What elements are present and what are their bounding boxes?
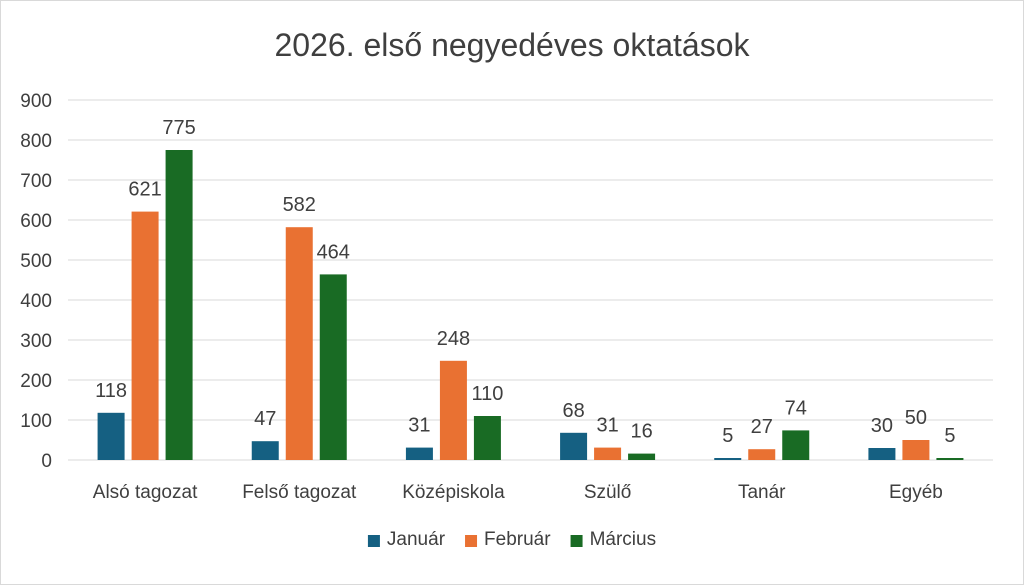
data-label: 464 — [317, 241, 350, 263]
data-label: 118 — [95, 380, 127, 402]
bar — [439, 360, 467, 460]
category-label: Középiskola — [402, 482, 505, 503]
y-axis-ticks: 0 100 200 300 400 500 600 700 800 900 — [20, 91, 52, 472]
gridlines — [68, 99, 993, 461]
data-label: 31 — [596, 415, 618, 437]
y-tick-label: 0 — [41, 451, 52, 472]
data-label: 248 — [437, 328, 470, 350]
legend-label: Március — [590, 529, 657, 550]
bar — [594, 447, 622, 460]
data-label: 621 — [128, 179, 161, 201]
bar — [902, 440, 930, 460]
bar — [714, 458, 742, 460]
chart-title: 2026. első negyedéves oktatások — [275, 27, 751, 63]
y-tick-label: 200 — [20, 371, 52, 392]
legend-swatch — [570, 535, 583, 547]
bar — [319, 274, 347, 460]
bar — [936, 458, 964, 460]
bar — [97, 412, 125, 460]
bar — [782, 430, 810, 460]
legend: Január Február Március — [367, 529, 657, 550]
legend-item: Január — [367, 529, 446, 550]
bar — [560, 432, 588, 460]
data-label: 16 — [630, 421, 652, 443]
legend-label: Február — [484, 529, 551, 550]
legend-item: Február — [465, 529, 551, 550]
category-label: Alsó tagozat — [93, 482, 198, 503]
data-label: 50 — [905, 407, 927, 429]
bar — [251, 441, 279, 460]
legend-swatch — [465, 535, 478, 547]
bar — [473, 416, 501, 460]
y-tick-label: 100 — [20, 411, 52, 432]
data-label: 47 — [254, 408, 276, 430]
y-tick-label: 500 — [20, 251, 52, 272]
y-tick-label: 400 — [20, 291, 52, 312]
data-label: 5 — [944, 425, 955, 447]
data-label: 68 — [562, 400, 584, 422]
legend-label: Január — [387, 529, 446, 550]
data-label: 31 — [408, 415, 430, 437]
data-label: 775 — [162, 117, 195, 139]
category-label: Tanár — [738, 482, 786, 503]
bar — [405, 447, 433, 460]
y-tick-label: 900 — [20, 91, 52, 112]
bar — [748, 449, 776, 460]
data-label: 5 — [722, 425, 733, 447]
category-label: Egyéb — [889, 482, 943, 503]
data-label: 582 — [283, 194, 316, 216]
data-label: 74 — [785, 397, 807, 419]
bar — [165, 150, 193, 460]
legend-swatch — [367, 535, 380, 547]
legend-item: Március — [570, 529, 657, 550]
data-label: 27 — [751, 416, 773, 438]
y-tick-label: 800 — [20, 131, 52, 152]
bar — [628, 453, 656, 460]
y-tick-label: 600 — [20, 211, 52, 232]
data-label: 30 — [871, 415, 893, 437]
bars — [97, 150, 964, 460]
data-labels: 118 621 775 47 582 464 31 248 110 68 31 16 5 27 74 30 50… — [95, 117, 955, 447]
data-label: 110 — [471, 383, 503, 405]
category-label: Szülő — [584, 482, 632, 503]
bar — [285, 227, 313, 460]
bar — [868, 448, 896, 460]
y-tick-label: 300 — [20, 331, 52, 352]
y-tick-label: 700 — [20, 171, 52, 192]
category-label: Felső tagozat — [242, 482, 357, 503]
x-axis-categories: Alsó tagozat Felső tagozat Középiskola Szül… — [93, 482, 943, 503]
bar — [131, 211, 159, 460]
